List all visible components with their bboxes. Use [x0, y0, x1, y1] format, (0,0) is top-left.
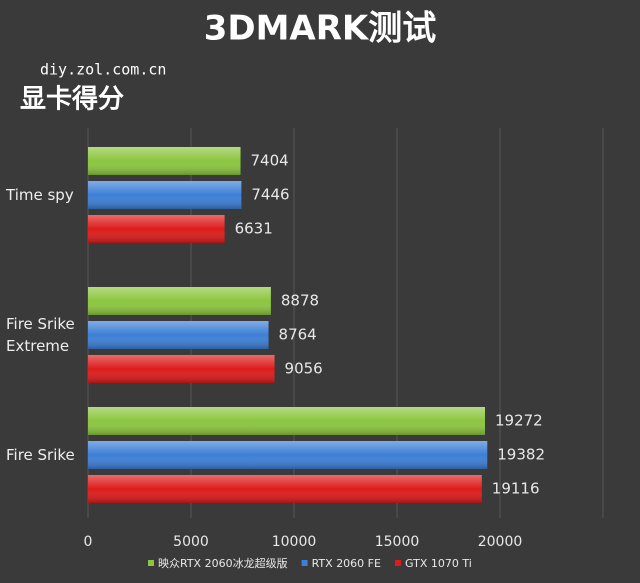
y-tick-label: Fire Srike — [6, 446, 75, 464]
y-tick-label: Time spy — [6, 186, 74, 204]
data-label: 19272 — [495, 412, 543, 430]
x-tick-label: 0 — [84, 534, 93, 550]
watermark: diy.zol.com.cn — [40, 61, 166, 79]
subtitle: 显卡得分 — [20, 85, 124, 115]
bar-shine — [88, 475, 482, 503]
bar-shine — [88, 321, 269, 349]
data-label: 8764 — [279, 326, 317, 344]
x-tick-label: 5000 — [173, 534, 209, 550]
bar-shine — [88, 441, 488, 469]
x-tick-label: 15000 — [375, 534, 420, 550]
legend-label: GTX 1070 Ti — [405, 557, 472, 570]
data-label: 7404 — [251, 152, 289, 170]
y-tick-label: Fire Srike Extreme — [6, 315, 75, 355]
bar-shine — [88, 147, 241, 175]
data-label: 8878 — [281, 292, 319, 310]
chart-title: 3DMARK测试 — [204, 9, 437, 49]
data-label: 19116 — [492, 480, 540, 498]
data-label: 19382 — [497, 446, 545, 464]
x-tick-label: 10000 — [272, 534, 317, 550]
legend-swatch — [301, 560, 308, 566]
data-label: 6631 — [235, 220, 273, 238]
legend-label: 映众RTX 2060冰龙超级版 — [158, 556, 288, 570]
bar-shine — [88, 181, 242, 209]
x-tick-label: 20000 — [478, 534, 523, 550]
data-label: 9056 — [285, 360, 323, 378]
data-label: 7446 — [251, 186, 289, 204]
bar-shine — [88, 215, 225, 243]
bar-shine — [88, 355, 275, 383]
bar-shine — [88, 287, 271, 315]
legend-swatch — [394, 560, 401, 566]
legend-label: RTX 2060 FE — [312, 557, 381, 570]
bar-shine — [88, 407, 486, 435]
legend-swatch — [148, 560, 154, 566]
